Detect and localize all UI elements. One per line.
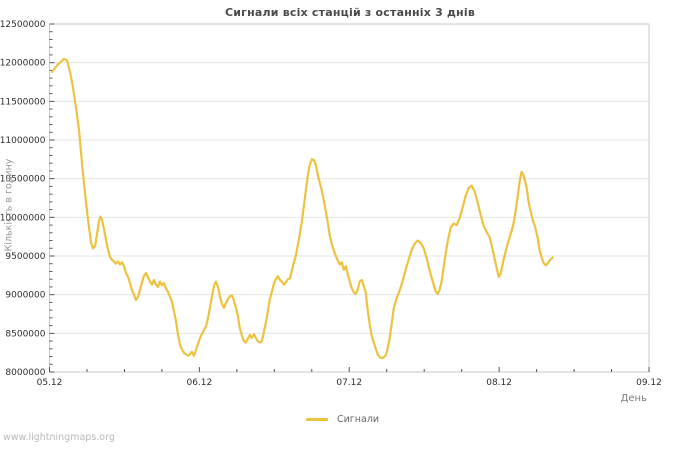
y-tick-label: 10000000: [0, 213, 46, 223]
x-tick-label: 06.12: [186, 378, 212, 388]
plot-frame: [49, 23, 650, 373]
y-tick-label: 12000000: [0, 59, 46, 69]
series-line: [50, 57, 554, 360]
y-axis-title: Кількість в годину: [3, 158, 15, 252]
y-tick-label: 8000000: [5, 368, 45, 378]
legend-label: Сигнали: [337, 414, 380, 425]
legend-line-swatch: [306, 418, 328, 421]
y-tick-label: 8500000: [5, 329, 45, 339]
y-tick-label: 11500000: [0, 97, 46, 107]
chart-title: Сигнали всіх станцій з останніх 3 днів: [225, 6, 475, 19]
x-tick-label: 07.12: [336, 378, 362, 388]
y-tick-label: 9500000: [5, 252, 45, 262]
x-tick-label: 08.12: [486, 378, 512, 388]
x-tick-label: 05.12: [37, 378, 63, 388]
y-tick-label: 12500000: [0, 20, 46, 30]
y-tick-label: 10500000: [0, 175, 46, 185]
legend: Сигнали: [306, 414, 379, 425]
y-tick-label: 9000000: [5, 291, 45, 301]
x-tick-label: 09.12: [636, 378, 662, 388]
watermark-url: www.lightningmaps.org: [3, 432, 115, 443]
x-axis-title: День: [620, 393, 647, 404]
y-tick-label: 11000000: [0, 136, 46, 146]
